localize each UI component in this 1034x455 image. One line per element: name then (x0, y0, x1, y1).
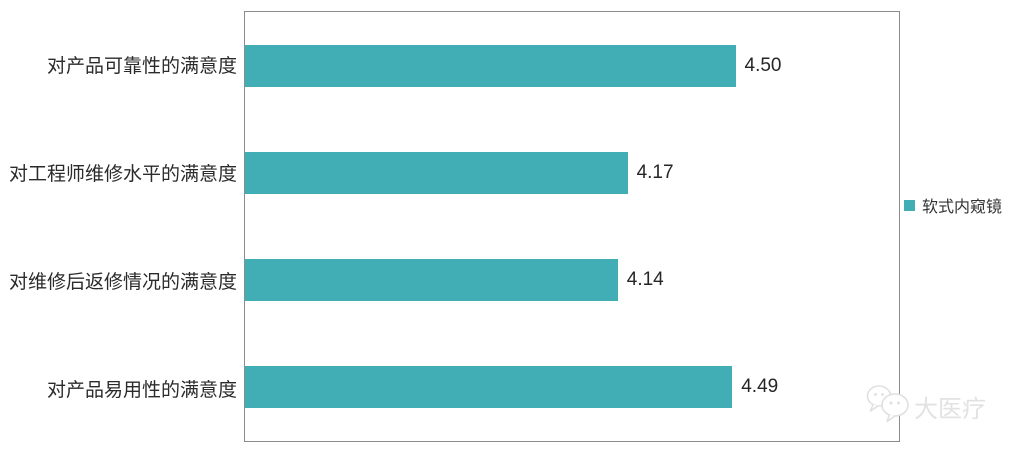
bar-row: 4.50 (245, 12, 899, 119)
legend-series-label: 软式内窥镜 (922, 199, 1003, 216)
value-label: 4.49 (741, 376, 779, 398)
bar (245, 44, 736, 87)
bar (245, 151, 628, 194)
value-label: 4.50 (744, 54, 782, 76)
bar (245, 366, 733, 409)
category-label: 对产品可靠性的满意度 (46, 56, 237, 78)
bar (245, 259, 618, 302)
bar-row: 4.14 (245, 227, 899, 334)
watermark-text: 大医疗 (914, 396, 986, 423)
value-label: 4.17 (636, 161, 674, 183)
category-label: 对产品易用性的满意度 (46, 379, 237, 401)
bar-row: 4.49 (245, 334, 899, 441)
bar-row: 4.17 (245, 119, 899, 226)
wechat-chat-bubbles-icon (865, 383, 911, 430)
category-label: 对工程师维修水平的满意度 (8, 164, 237, 186)
value-label: 4.14 (626, 269, 664, 291)
watermark: 大医疗 (865, 383, 986, 430)
legend-marker-icon (904, 199, 915, 211)
category-label: 对维修后返修情况的满意度 (8, 271, 237, 293)
legend: 软式内窥镜 (904, 193, 1002, 217)
plot-area: 4.50 4.17 4.14 4.49 (244, 11, 900, 442)
category-labels: 对产品可靠性的满意度对工程师维修水平的满意度 对维修后返修情况的满意度对产品易用性… (0, 11, 237, 442)
